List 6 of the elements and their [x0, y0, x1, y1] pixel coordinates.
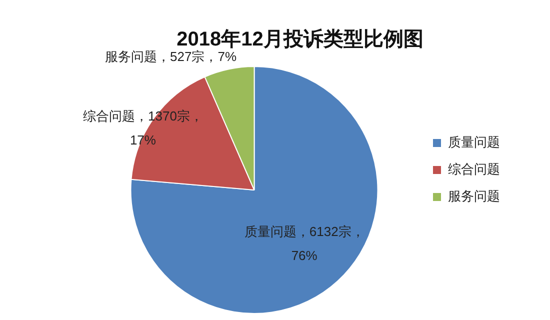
data-label: 服务问题，527宗，7%	[105, 48, 237, 64]
legend-label: 质量问题	[448, 134, 500, 150]
legend-label: 服务问题	[448, 188, 500, 204]
chart-title: 2018年12月投诉类型比例图	[176, 28, 424, 51]
legend-label: 综合问题	[448, 162, 500, 177]
data-label: 质量问题，6132宗，76%	[244, 224, 364, 264]
